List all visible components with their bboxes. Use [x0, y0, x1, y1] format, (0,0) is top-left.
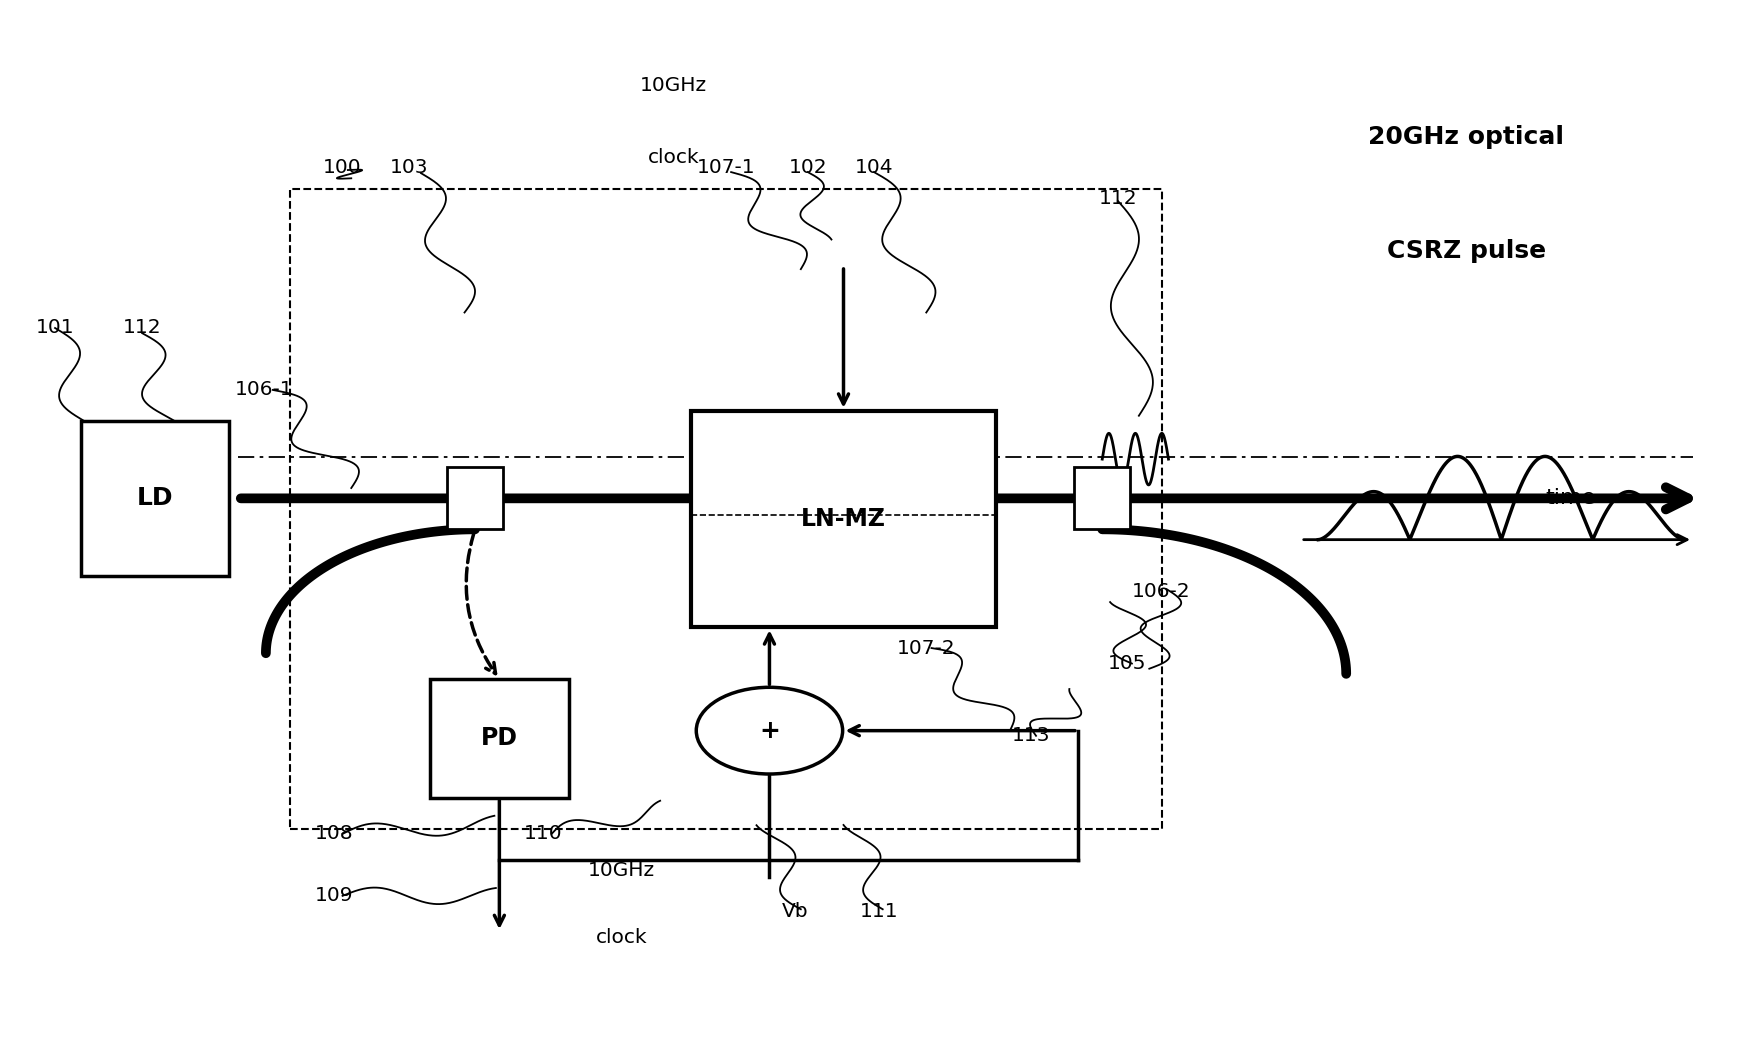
Text: 20GHz optical: 20GHz optical [1369, 125, 1564, 149]
Text: 106-2: 106-2 [1133, 581, 1190, 601]
Text: time: time [1545, 488, 1596, 509]
Text: 110: 110 [524, 824, 563, 844]
Text: 10GHz: 10GHz [640, 76, 708, 94]
Circle shape [696, 687, 843, 774]
Bar [447, 467, 503, 529]
Text: clock: clock [596, 928, 647, 947]
Text: 112: 112 [1099, 190, 1138, 209]
Bar [290, 189, 1161, 828]
Text: 103: 103 [390, 159, 428, 177]
Text: 105: 105 [1108, 654, 1147, 673]
Text: 106-1: 106-1 [234, 381, 294, 400]
Bar [1075, 467, 1131, 529]
Text: 112: 112 [122, 319, 161, 337]
Bar [80, 421, 229, 576]
Bar [430, 679, 570, 798]
Text: 113: 113 [1012, 727, 1051, 745]
Text: 107-2: 107-2 [897, 638, 956, 657]
Text: clock: clock [649, 148, 699, 167]
Text: PD: PD [481, 727, 517, 750]
Text: 104: 104 [855, 159, 893, 177]
Text: 111: 111 [860, 902, 898, 921]
Text: 100: 100 [323, 159, 362, 177]
Text: CSRZ pulse: CSRZ pulse [1386, 239, 1545, 263]
Text: Vb: Vb [783, 902, 809, 921]
Text: 107-1: 107-1 [697, 159, 755, 177]
Bar [690, 411, 996, 627]
Text: 109: 109 [315, 886, 353, 905]
Text: LD: LD [136, 487, 173, 511]
Text: 108: 108 [315, 824, 353, 844]
Text: 10GHz: 10GHz [587, 861, 656, 879]
Text: LN-MZ: LN-MZ [801, 507, 886, 531]
Text: 102: 102 [788, 159, 827, 177]
Text: 101: 101 [35, 319, 75, 337]
Text: +: + [759, 718, 780, 742]
